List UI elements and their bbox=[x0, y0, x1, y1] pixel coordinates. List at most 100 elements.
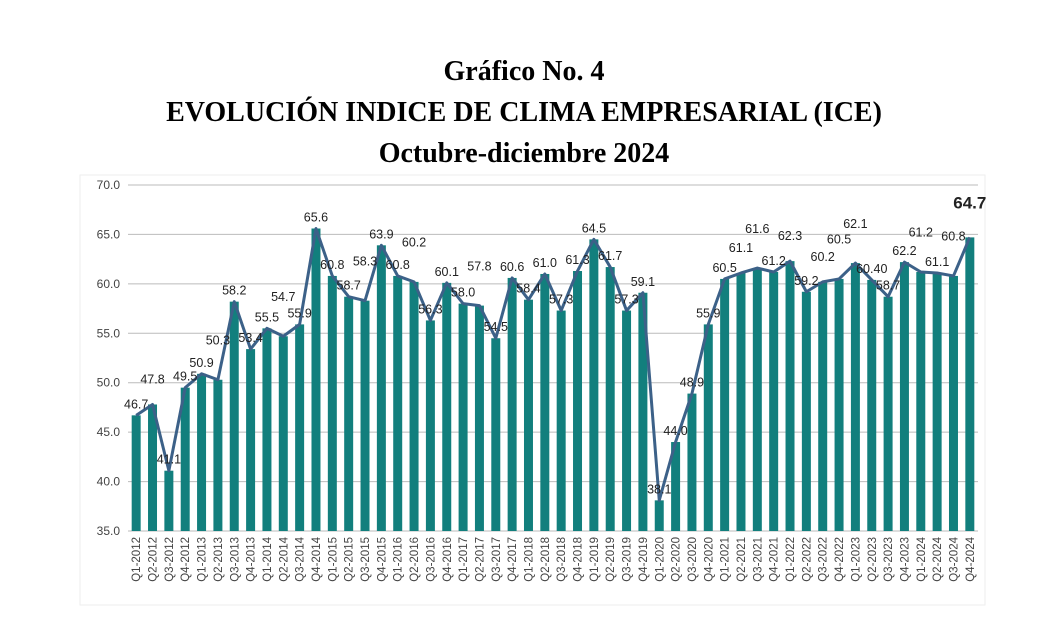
data-label: 62.1 bbox=[843, 217, 867, 231]
x-tick-label: Q4-2018 bbox=[573, 537, 585, 582]
bar bbox=[785, 261, 795, 531]
data-label: 61.3 bbox=[565, 253, 589, 267]
data-label: 57.3 bbox=[614, 293, 638, 307]
bar bbox=[425, 320, 435, 531]
x-tick-label: Q1-2017 bbox=[458, 537, 470, 582]
x-tick-label: Q3-2021 bbox=[752, 537, 764, 582]
x-tick-label: Q2-2018 bbox=[540, 537, 552, 582]
x-tick-label: Q3-2019 bbox=[622, 537, 634, 582]
data-label: 55.5 bbox=[255, 310, 279, 324]
x-tick-label: Q1-2016 bbox=[393, 537, 405, 582]
x-tick-label: Q3-2018 bbox=[556, 537, 568, 582]
y-tick-label: 40.0 bbox=[97, 475, 121, 489]
data-label: 54.7 bbox=[271, 290, 295, 304]
data-label: 60.2 bbox=[811, 250, 835, 264]
bar bbox=[344, 296, 354, 531]
x-tick-label: Q3-2013 bbox=[229, 537, 241, 582]
data-label: 61.6 bbox=[745, 222, 769, 236]
bar bbox=[229, 301, 239, 531]
data-label: 54.5 bbox=[484, 320, 508, 334]
x-tick-label: Q2-2019 bbox=[605, 537, 617, 582]
data-label: 60.2 bbox=[402, 236, 426, 250]
bar bbox=[703, 324, 713, 531]
x-tick-label: Q4-2021 bbox=[769, 537, 781, 582]
data-label: 49.5 bbox=[173, 370, 197, 384]
x-tick-label: Q2-2013 bbox=[213, 537, 225, 582]
chart-subtitle: EVOLUCIÓN INDICE DE CLIMA EMPRESARIAL (I… bbox=[166, 97, 882, 128]
data-label: 60.8 bbox=[320, 258, 344, 272]
bar bbox=[148, 404, 158, 531]
y-tick-label: 65.0 bbox=[97, 227, 121, 241]
x-tick-label: Q2-2016 bbox=[409, 537, 421, 582]
data-label: 47.8 bbox=[140, 372, 164, 386]
data-label: 61.1 bbox=[729, 241, 753, 255]
bar bbox=[507, 277, 517, 531]
x-tick-label: Q3-2024 bbox=[948, 536, 960, 581]
bar bbox=[278, 336, 288, 531]
bar bbox=[736, 272, 746, 531]
x-tick-label: Q4-2016 bbox=[442, 537, 454, 582]
data-label: 46.7 bbox=[124, 397, 148, 411]
bar bbox=[932, 272, 942, 531]
bar bbox=[867, 279, 877, 531]
bar bbox=[442, 282, 452, 531]
y-tick-label: 50.0 bbox=[97, 376, 121, 390]
data-label: 50.3 bbox=[206, 333, 230, 347]
bar bbox=[197, 373, 207, 531]
x-tick-label: Q2-2015 bbox=[344, 537, 356, 582]
data-label: 60.8 bbox=[941, 230, 965, 244]
data-label: 41.1 bbox=[157, 453, 181, 467]
bar bbox=[589, 239, 599, 531]
x-tick-label: Q4-2017 bbox=[507, 537, 519, 582]
data-label: 61.1 bbox=[925, 255, 949, 269]
x-tick-label: Q4-2019 bbox=[638, 537, 650, 582]
data-label: 60.5 bbox=[827, 233, 851, 247]
x-tick-label: Q2-2022 bbox=[801, 537, 813, 582]
data-label: 60.40 bbox=[856, 262, 887, 276]
chart-title: Gráfico No. 4 bbox=[443, 56, 605, 87]
bar bbox=[180, 387, 190, 531]
bar bbox=[556, 310, 566, 531]
bar bbox=[327, 275, 337, 531]
data-label: 61.2 bbox=[762, 254, 786, 268]
bar bbox=[295, 324, 305, 531]
data-label: 65.6 bbox=[304, 210, 328, 224]
data-label: 56.3 bbox=[418, 302, 442, 316]
bar bbox=[948, 275, 958, 531]
x-tick-label: Q3-2014 bbox=[295, 536, 307, 581]
bar bbox=[376, 245, 386, 531]
x-tick-label: Q4-2020 bbox=[703, 537, 715, 582]
data-label: 60.6 bbox=[500, 260, 524, 274]
data-label: 58.4 bbox=[516, 282, 540, 296]
data-label: 61.2 bbox=[909, 226, 933, 240]
bar bbox=[540, 273, 550, 531]
bar bbox=[916, 271, 926, 531]
data-label: 62.2 bbox=[892, 244, 916, 258]
x-tick-label: Q2-2020 bbox=[671, 537, 683, 582]
data-label: 38.1 bbox=[647, 482, 671, 496]
x-tick-label: Q4-2023 bbox=[899, 537, 911, 582]
data-label: 60.8 bbox=[386, 258, 410, 272]
bar bbox=[262, 328, 272, 531]
data-label: 55.9 bbox=[696, 306, 720, 320]
bar bbox=[752, 268, 762, 531]
bar bbox=[393, 275, 403, 531]
data-label: 60.5 bbox=[712, 261, 736, 275]
bar bbox=[474, 305, 484, 531]
x-tick-label: Q3-2022 bbox=[818, 537, 830, 582]
y-tick-label: 45.0 bbox=[97, 425, 121, 439]
x-tick-label: Q3-2023 bbox=[883, 537, 895, 582]
bar bbox=[164, 470, 174, 531]
data-label: 58.3 bbox=[353, 254, 377, 268]
x-tick-label: Q2-2014 bbox=[278, 536, 290, 581]
x-tick-label: Q4-2015 bbox=[376, 537, 388, 582]
y-tick-label: 35.0 bbox=[97, 524, 121, 538]
x-tick-label: Q1-2018 bbox=[523, 537, 535, 582]
data-label: 53.4 bbox=[238, 331, 262, 345]
data-label: 58.0 bbox=[451, 286, 475, 300]
x-tick-label: Q1-2020 bbox=[654, 537, 666, 582]
ice-line bbox=[135, 226, 972, 502]
x-tick-label: Q4-2013 bbox=[246, 537, 258, 582]
data-label: 55.9 bbox=[287, 306, 311, 320]
